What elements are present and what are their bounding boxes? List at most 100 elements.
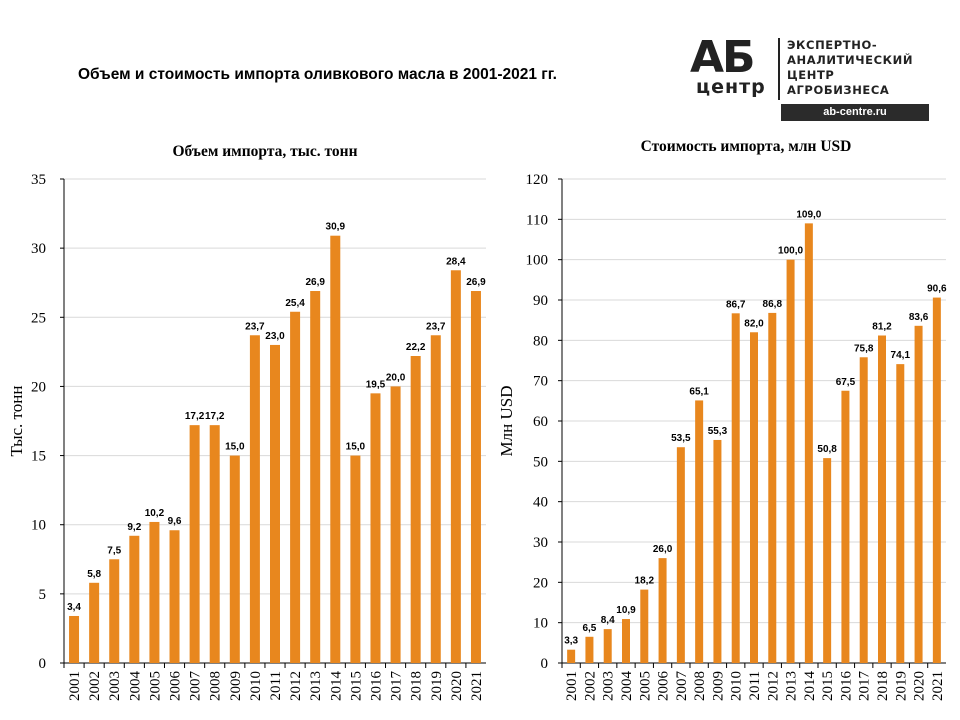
- data-label: 22,2: [406, 342, 426, 353]
- logo-line: ЭКСПЕРТНО-: [787, 38, 878, 52]
- x-tick-label: 2012: [288, 671, 304, 701]
- bar: [567, 649, 576, 663]
- y-tick-label: 100: [526, 253, 549, 269]
- bar: [823, 458, 832, 663]
- x-tick-label: 2014: [328, 671, 344, 702]
- y-tick-label: 30: [31, 241, 46, 257]
- bar: [750, 332, 758, 663]
- bar: [896, 364, 905, 663]
- data-label: 17,2: [185, 411, 205, 422]
- data-label: 10,9: [616, 605, 636, 616]
- x-tick-label: 2006: [168, 671, 184, 702]
- x-tick-label: 2005: [147, 671, 163, 701]
- data-label: 50,8: [817, 444, 837, 455]
- x-tick-label: 2011: [268, 671, 284, 700]
- y-tick-label: 110: [526, 212, 548, 228]
- data-label: 10,2: [145, 508, 165, 519]
- data-label: 9,6: [168, 516, 182, 527]
- bar: [470, 291, 481, 663]
- chart-import-volume: Объем импорта, тыс. тонн 0 5 10 15 20 25 30 35 Ты…: [7, 143, 486, 701]
- logo-line: АГРОБИЗНЕСА: [787, 83, 890, 97]
- x-tick-label: 2004: [619, 671, 635, 702]
- x-tick-label: 2016: [368, 671, 384, 702]
- bar: [640, 589, 649, 663]
- bar: [841, 390, 850, 663]
- x-tick-label: 2005: [637, 671, 653, 701]
- x-tick-label: 2004: [127, 671, 143, 702]
- data-label: 83,6: [909, 312, 929, 323]
- x-tick-label: 2009: [228, 671, 244, 701]
- bar: [430, 335, 441, 663]
- bar: [713, 439, 722, 663]
- x-tick-label: 2019: [429, 671, 445, 701]
- data-label: 3,3: [564, 636, 578, 647]
- logo-mark-sub: центр: [696, 76, 766, 98]
- x-tick-label: 2013: [784, 671, 800, 701]
- bar: [804, 223, 813, 663]
- data-label: 55,3: [708, 426, 728, 437]
- bar: [786, 259, 795, 663]
- logo-text: ЭКСПЕРТНО- АНАЛИТИЧЕСКИЙ ЦЕНТР АГРОБИЗНЕ…: [787, 38, 913, 98]
- bar: [330, 235, 341, 663]
- x-tick-label: 2003: [107, 671, 123, 701]
- x-tick-label: 2011: [747, 671, 763, 700]
- data-label: 9,2: [127, 522, 141, 533]
- x-tick-label: 2015: [820, 671, 836, 701]
- data-label: 81,2: [872, 321, 892, 332]
- bar: [622, 619, 630, 663]
- x-tick-label: 2021: [930, 671, 946, 701]
- x-tick-label: 2007: [188, 671, 204, 702]
- bar: [189, 425, 200, 663]
- data-label: 18,2: [635, 576, 655, 587]
- x-tick-label: 2020: [449, 671, 465, 701]
- bar: [270, 344, 280, 663]
- x-tick-label: 2001: [564, 671, 580, 701]
- x-tick-label: 2006: [656, 671, 672, 702]
- x-tick-label: 2008: [692, 671, 708, 701]
- data-label: 75,8: [854, 343, 874, 354]
- x-tick-label: 2016: [838, 671, 854, 702]
- data-label: 5,8: [87, 569, 101, 580]
- bar: [129, 535, 140, 663]
- y-tick-label: 0: [39, 656, 47, 672]
- y-tick-label: 50: [533, 454, 548, 470]
- y-tick-label: 5: [39, 587, 47, 603]
- bar: [585, 636, 594, 663]
- chart-title: Стоимость импорта, млн USD: [641, 138, 852, 155]
- data-label: 26,9: [305, 277, 325, 288]
- bar: [370, 393, 381, 663]
- data-label: 26,0: [653, 544, 673, 555]
- data-label: 67,5: [836, 377, 856, 388]
- y-tick-label: 30: [533, 535, 548, 551]
- x-tick-label: 2007: [674, 671, 690, 702]
- bar: [109, 559, 120, 663]
- data-label: 28,4: [446, 256, 466, 267]
- bar: [859, 357, 868, 663]
- bar: [290, 311, 301, 663]
- data-label: 90,6: [927, 284, 947, 295]
- data-label: 65,1: [689, 386, 709, 397]
- data-label: 100,0: [778, 246, 803, 257]
- data-label: 26,9: [466, 277, 486, 288]
- page-title: Объем и стоимость импорта оливкового мас…: [78, 66, 557, 83]
- bar: [410, 356, 421, 663]
- y-tick-label: 25: [31, 310, 46, 326]
- y-tick-label: 35: [31, 172, 46, 188]
- x-tick-label: 2017: [857, 671, 873, 702]
- data-label: 30,9: [326, 222, 346, 233]
- bar: [768, 312, 777, 663]
- bar: [249, 335, 260, 663]
- y-tick-label: 0: [541, 656, 549, 672]
- x-tick-label: 2017: [389, 671, 405, 702]
- y-tick-label: 80: [533, 333, 548, 349]
- y-tick-label: 60: [533, 414, 548, 430]
- y-tick-label: 10: [31, 518, 46, 534]
- logo-line: ЦЕНТР: [787, 68, 835, 82]
- logo-separator: [778, 38, 780, 100]
- bar: [229, 455, 240, 663]
- bar: [209, 425, 220, 663]
- x-tick-label: 2015: [348, 671, 364, 701]
- x-tick-label: 2003: [601, 671, 617, 701]
- x-tick-label: 2020: [912, 671, 928, 701]
